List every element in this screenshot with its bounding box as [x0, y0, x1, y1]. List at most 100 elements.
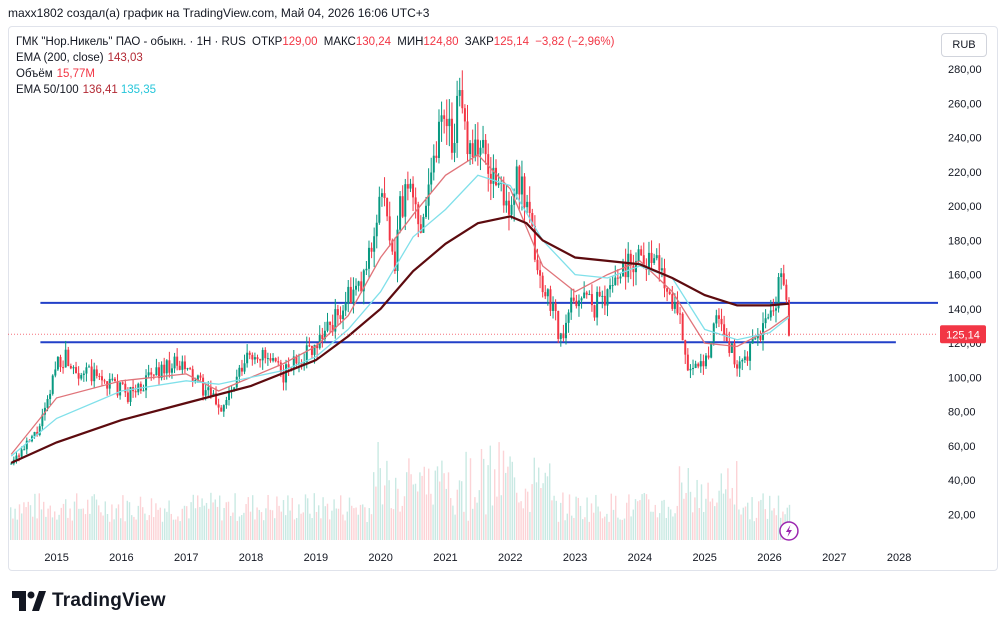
volume-bar: [428, 468, 430, 540]
volume-bar: [595, 494, 597, 540]
volume-bar: [612, 509, 615, 540]
volume-bar: [725, 489, 727, 540]
volume-bar: [434, 470, 436, 540]
candle-body: [93, 369, 96, 382]
volume-bar: [223, 507, 225, 540]
volume-bar: [122, 495, 124, 540]
volume-bar: [755, 517, 758, 540]
volume-bar: [656, 517, 659, 540]
candle-body: [448, 118, 451, 127]
volume-bar: [324, 506, 326, 540]
volume-bar: [670, 509, 672, 540]
y-axis-tick-label: 60,00: [948, 441, 976, 453]
y-axis-tick-label: 180,00: [948, 235, 982, 247]
candle-body: [570, 297, 573, 313]
volume-bar: [417, 491, 419, 540]
candle-body: [243, 363, 246, 372]
candle-body: [588, 294, 591, 296]
candle-body: [196, 375, 199, 380]
legend-volume-row[interactable]: Объём 15,77M: [16, 66, 614, 82]
volume-bar: [472, 508, 474, 540]
volume-bar: [406, 472, 408, 540]
volume-bar: [192, 494, 194, 540]
volume-bar: [73, 501, 76, 540]
volume-bar: [291, 497, 293, 540]
candle-body: [733, 343, 736, 365]
volume-bar: [69, 508, 71, 540]
volume-bar: [766, 518, 769, 540]
volume-bar: [722, 493, 725, 540]
candle-body: [606, 289, 609, 306]
volume-bar: [452, 505, 454, 540]
volume-bar: [762, 493, 764, 540]
volume-bar: [388, 480, 390, 540]
volume-bar: [540, 487, 542, 540]
volume-bar: [410, 474, 412, 540]
candle-body: [318, 335, 321, 349]
candle-body: [495, 167, 498, 186]
candle-body: [422, 216, 425, 233]
candle-body: [780, 273, 783, 278]
volume-bar: [709, 501, 711, 540]
candle-body: [487, 154, 490, 174]
candle-body: [15, 455, 18, 460]
legend-symbol[interactable]: ГМК "Нор.Никель" ПАО - обыкн. · 1H · RUS: [16, 36, 246, 48]
volume-bar: [274, 518, 276, 540]
volume-bar: [36, 518, 38, 540]
candle-body: [88, 366, 91, 368]
candle-body: [736, 364, 739, 369]
legend-ema50-100-row[interactable]: EMA 50/100 136,41 135,35: [16, 82, 614, 98]
volume-bar: [25, 507, 27, 540]
candle-body: [536, 259, 539, 271]
candle-body: [259, 359, 262, 361]
candle-body: [33, 431, 36, 437]
last-price-label-bg: [940, 325, 986, 344]
candle-body: [85, 367, 88, 374]
volume-bar: [476, 502, 478, 540]
candle-body: [10, 463, 13, 465]
legend-low-value: 124,80: [423, 36, 459, 48]
lightning-icon[interactable]: [785, 525, 792, 537]
volume-bar: [707, 482, 709, 540]
candle-body: [334, 309, 337, 332]
currency-button[interactable]: RUB: [941, 33, 987, 57]
volume-bar: [71, 520, 73, 540]
volume-bar: [80, 508, 82, 540]
candle-body: [126, 392, 129, 402]
volume-bar: [560, 502, 562, 540]
candle-body: [95, 369, 98, 376]
legend-ema100-value: 135,35: [120, 84, 157, 96]
legend-ema200-row[interactable]: EMA (200, close) 143,03: [16, 50, 614, 66]
volume-bar: [311, 518, 313, 540]
volume-bar: [685, 492, 687, 540]
candle-body: [666, 288, 669, 292]
volume-bar: [689, 491, 692, 540]
legend-ema200-value: 143,03: [107, 52, 143, 64]
candle-body: [215, 393, 218, 405]
volume-bar: [775, 515, 777, 540]
candle-body: [282, 372, 285, 383]
volume-bar: [659, 513, 661, 540]
candle-body: [531, 212, 534, 226]
candle-body: [388, 216, 391, 241]
candle-body: [614, 277, 617, 286]
volume-bar: [212, 502, 214, 540]
volume-bar: [626, 502, 628, 540]
candle-body: [20, 449, 23, 457]
candle-body: [751, 338, 754, 344]
volume-bar: [639, 500, 641, 540]
volume-bar: [425, 494, 428, 540]
volume-bar: [47, 508, 49, 540]
candle-body: [49, 393, 52, 400]
volume-bar: [516, 492, 518, 540]
volume-bar: [298, 504, 300, 540]
volume-bar: [175, 519, 177, 540]
candle-body: [450, 118, 453, 153]
candle-body: [505, 200, 508, 206]
volume-bar: [364, 507, 366, 540]
volume-bar: [386, 460, 388, 540]
volume-bar: [663, 499, 665, 540]
candle-body: [754, 338, 757, 340]
volume-bar: [465, 451, 467, 540]
